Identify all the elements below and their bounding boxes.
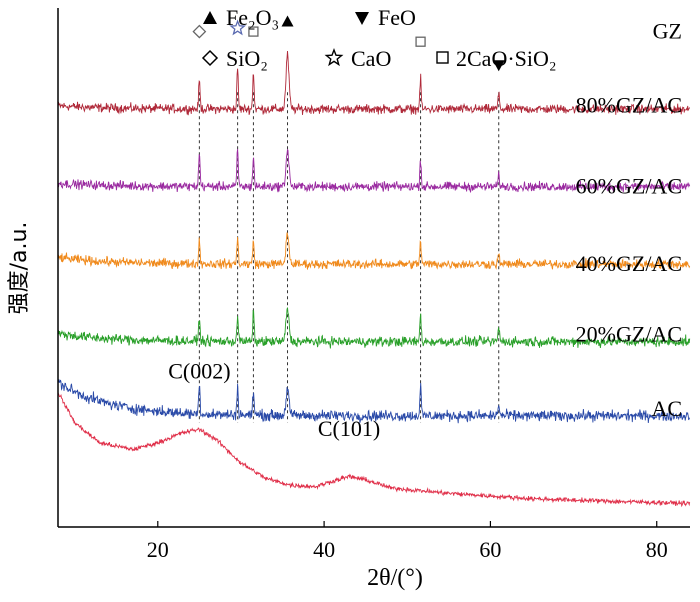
legend-label-fe2o3: Fe₂O₃ <box>226 5 279 30</box>
legend-label-sio2: SiO₂ <box>226 46 268 71</box>
series-line-40pctgz-ac <box>57 307 691 349</box>
series-group <box>57 50 691 508</box>
open-diamond-icon <box>201 49 219 67</box>
series-line-ac <box>57 392 691 508</box>
annotation-c-002: C(002) <box>168 359 230 384</box>
series-label-ac: AC <box>651 396 682 421</box>
series-line-gz <box>57 50 691 116</box>
legend-label-feo: FeO <box>378 5 416 30</box>
series-line-80pctgz-ac <box>57 149 691 194</box>
x-tick-label: 40 <box>313 537 335 562</box>
open-diamond-icon <box>192 24 207 39</box>
series-line-20pctgz-ac <box>57 378 691 424</box>
reference-lines <box>198 92 500 423</box>
series-labels: GZ 80%GZ/AC 60%GZ/AC 40%GZ/AC 20%GZ/AC AC <box>576 18 682 420</box>
open-square-icon <box>436 51 449 64</box>
legend-item-cao: CaO <box>324 46 391 71</box>
series-label-60pctgz-ac: 60%GZ/AC <box>576 173 682 198</box>
legend: Fe₂O₃ FeO SiO₂ CaO 2CaO·SiO₂ <box>201 5 557 71</box>
open-square-icon <box>248 26 259 37</box>
x-tick-label: 20 <box>147 537 169 562</box>
axes: 20 40 60 80 <box>57 8 690 562</box>
filled-triangle-down-icon <box>492 60 505 72</box>
x-tick-label: 80 <box>646 537 668 562</box>
legend-item-2cao-sio2: 2CaO·SiO₂ <box>436 46 557 71</box>
open-star-icon <box>324 48 344 67</box>
series-label-80pctgz-ac: 80%GZ/AC <box>576 92 682 117</box>
open-star-icon <box>229 19 247 36</box>
series-label-gz: GZ <box>653 18 682 43</box>
filled-triangle-up-icon <box>203 11 217 24</box>
series-label-20pctgz-ac: 20%GZ/AC <box>576 322 682 347</box>
legend-label-2cao-sio2: 2CaO·SiO₂ <box>456 46 557 71</box>
series-label-40pctgz-ac: 40%GZ/AC <box>576 251 682 276</box>
annotations: C(002) C(101) <box>168 359 380 441</box>
peak-markers <box>192 15 505 72</box>
legend-item-sio2: SiO₂ <box>201 46 268 71</box>
filled-triangle-down-icon <box>355 12 369 25</box>
x-tick-label: 60 <box>479 537 501 562</box>
y-axis-label: 强度/a.u. <box>7 222 32 315</box>
legend-item-fe2o3: Fe₂O₃ <box>203 5 279 30</box>
open-square-icon <box>415 36 426 47</box>
legend-label-cao: CaO <box>351 46 391 71</box>
annotation-c-101: C(101) <box>318 416 380 441</box>
legend-item-feo: FeO <box>355 5 416 30</box>
x-ticks: 20 40 60 80 <box>147 521 668 562</box>
x-axis-label: 2θ/(°) <box>367 565 423 591</box>
filled-triangle-up-icon <box>281 15 294 27</box>
series-line-60pctgz-ac <box>57 232 691 270</box>
